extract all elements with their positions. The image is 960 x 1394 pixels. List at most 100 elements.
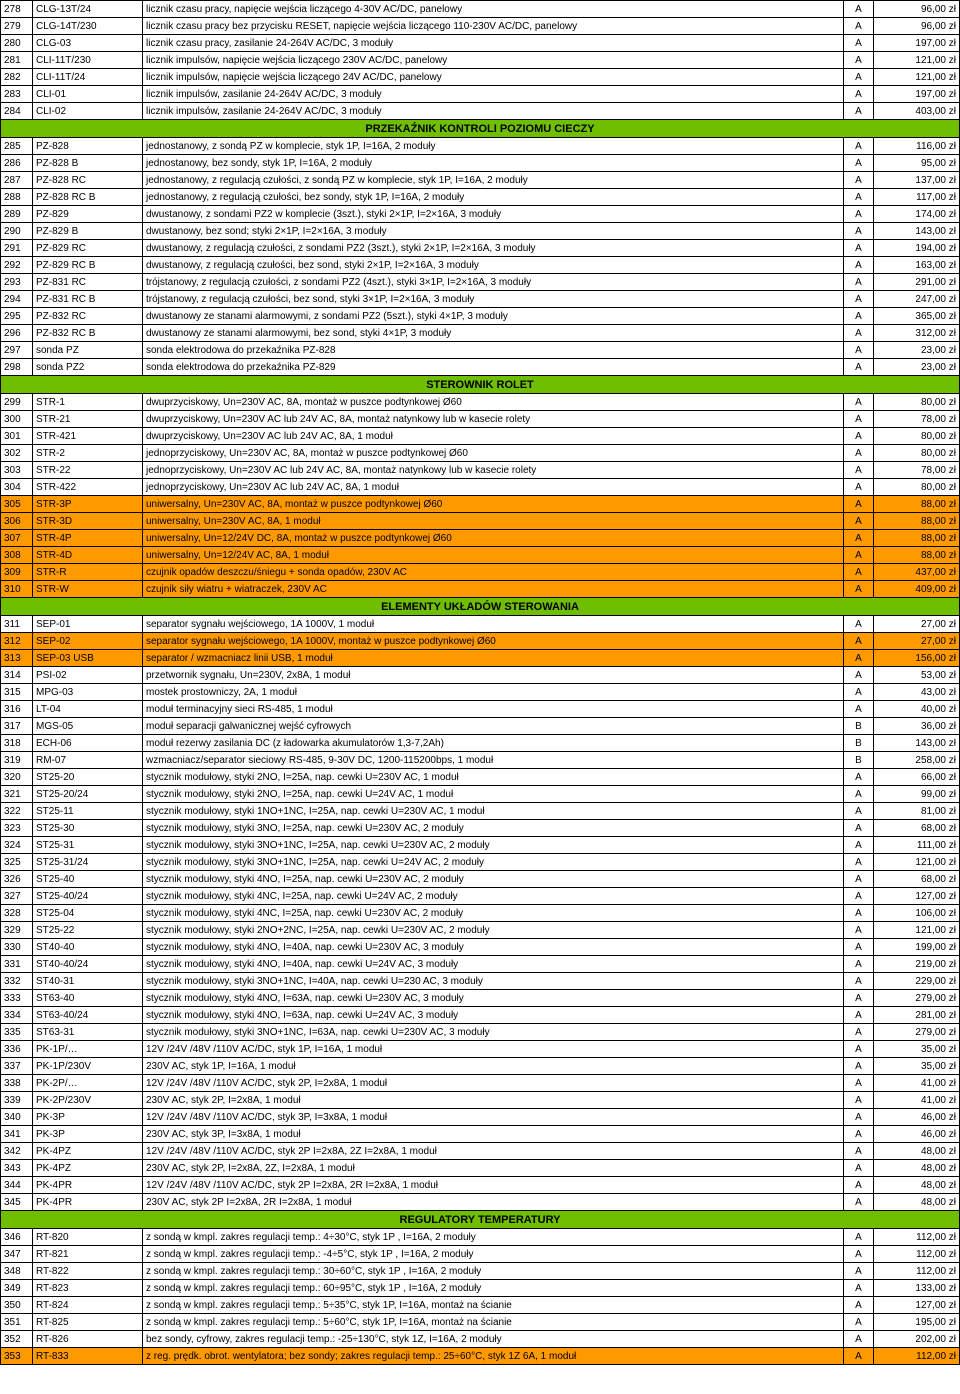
category: A — [844, 530, 874, 547]
product-description: separator sygnału wejściowego, 1A 1000V,… — [143, 633, 844, 650]
row-number: 333 — [1, 990, 33, 1007]
section-header: STEROWNIK ROLET — [1, 376, 960, 394]
table-row: 323ST25-30stycznik modułowy, styki 3NO, … — [1, 820, 960, 837]
table-row: 297sonda PZsonda elektrodowa do przekaźn… — [1, 342, 960, 359]
product-description: uniwersalny, Un=230V AC, 8A, 1 moduł — [143, 513, 844, 530]
price: 121,00 zł — [874, 52, 960, 69]
table-row: 328ST25-04stycznik modułowy, styki 4NC, … — [1, 905, 960, 922]
product-code: sonda PZ — [33, 342, 143, 359]
section-title: STEROWNIK ROLET — [1, 376, 960, 394]
product-code: STR-3P — [33, 496, 143, 513]
row-number: 326 — [1, 871, 33, 888]
row-number: 330 — [1, 939, 33, 956]
price: 137,00 zł — [874, 172, 960, 189]
category: A — [844, 189, 874, 206]
price: 95,00 zł — [874, 155, 960, 172]
price: 68,00 zł — [874, 820, 960, 837]
category: A — [844, 86, 874, 103]
product-description: z sondą w kmpl. zakres regulacji temp.: … — [143, 1246, 844, 1263]
category: B — [844, 752, 874, 769]
product-description: 230V AC, styk 1P, I=16A, 1 moduł — [143, 1058, 844, 1075]
product-description: jednostanowy, bez sondy, styk 1P, I=16A,… — [143, 155, 844, 172]
row-number: 338 — [1, 1075, 33, 1092]
product-code: ST25-20 — [33, 769, 143, 786]
table-row: 289PZ-829dwustanowy, z sondami PZ2 w kom… — [1, 206, 960, 223]
table-row: 334ST63-40/24stycznik modułowy, styki 4N… — [1, 1007, 960, 1024]
product-code: RT-826 — [33, 1331, 143, 1348]
row-number: 300 — [1, 411, 33, 428]
row-number: 319 — [1, 752, 33, 769]
product-description: czujnik siły wiatru + wiatraczek, 230V A… — [143, 581, 844, 598]
row-number: 306 — [1, 513, 33, 530]
category: A — [844, 888, 874, 905]
product-code: PSI-02 — [33, 667, 143, 684]
product-code: PZ-828 — [33, 138, 143, 155]
price: 127,00 zł — [874, 888, 960, 905]
product-code: ST63-40/24 — [33, 1007, 143, 1024]
price: 40,00 zł — [874, 701, 960, 718]
row-number: 298 — [1, 359, 33, 376]
product-code: STR-4P — [33, 530, 143, 547]
product-description: moduł terminacyjny sieci RS-485, 1 moduł — [143, 701, 844, 718]
category: A — [844, 820, 874, 837]
row-number: 317 — [1, 718, 33, 735]
product-code: ST40-40 — [33, 939, 143, 956]
product-description: trójstanowy, z regulacją czułości, z son… — [143, 274, 844, 291]
product-description: stycznik modułowy, styki 4NC, I=25A, nap… — [143, 888, 844, 905]
price: 35,00 zł — [874, 1058, 960, 1075]
row-number: 284 — [1, 103, 33, 120]
product-description: stycznik modułowy, styki 2NO+2NC, I=25A,… — [143, 922, 844, 939]
row-number: 346 — [1, 1229, 33, 1246]
row-number: 283 — [1, 86, 33, 103]
product-description: licznik impulsów, zasilanie 24-264V AC/D… — [143, 86, 844, 103]
price: 41,00 zł — [874, 1075, 960, 1092]
row-number: 299 — [1, 394, 33, 411]
category: A — [844, 496, 874, 513]
price: 199,00 zł — [874, 939, 960, 956]
table-row: 318ECH-06moduł rezerwy zasilania DC (z ł… — [1, 735, 960, 752]
category: A — [844, 973, 874, 990]
table-row: 296PZ-832 RC Bdwustanowy ze stanami alar… — [1, 325, 960, 342]
product-description: stycznik modułowy, styki 3NO+1NC, I=40A,… — [143, 973, 844, 990]
table-row: 279CLG-14T/230licznik czasu pracy bez pr… — [1, 18, 960, 35]
product-code: CLG-14T/230 — [33, 18, 143, 35]
row-number: 278 — [1, 1, 33, 18]
product-description: sonda elektrodowa do przekaźnika PZ-828 — [143, 342, 844, 359]
table-row: 307STR-4Puniwersalny, Un=12/24V DC, 8A, … — [1, 530, 960, 547]
row-number: 325 — [1, 854, 33, 871]
product-description: trójstanowy, z regulacją czułości, bez s… — [143, 291, 844, 308]
product-code: ST25-31/24 — [33, 854, 143, 871]
product-code: CLG-03 — [33, 35, 143, 52]
product-code: PZ-829 RC B — [33, 257, 143, 274]
row-number: 313 — [1, 650, 33, 667]
category: A — [844, 650, 874, 667]
row-number: 308 — [1, 547, 33, 564]
table-row: 302STR-2jednoprzyciskowy, Un=230V AC, 8A… — [1, 445, 960, 462]
product-description: uniwersalny, Un=12/24V DC, 8A, montaż w … — [143, 530, 844, 547]
category: A — [844, 223, 874, 240]
row-number: 318 — [1, 735, 33, 752]
product-description: licznik czasu pracy bez przycisku RESET,… — [143, 18, 844, 35]
product-description: 12V /24V /48V /110V AC/DC, styk 2P, I=2x… — [143, 1075, 844, 1092]
product-code: PK-3P — [33, 1126, 143, 1143]
product-code: STR-3D — [33, 513, 143, 530]
section-title: PRZEKAŹNIK KONTROLI POZIOMU CIECZY — [1, 120, 960, 138]
row-number: 297 — [1, 342, 33, 359]
category: A — [844, 1177, 874, 1194]
product-description: dwuprzyciskowy, Un=230V AC lub 24V AC, 8… — [143, 428, 844, 445]
table-row: 351RT-825z sondą w kmpl. zakres regulacj… — [1, 1314, 960, 1331]
category: A — [844, 1, 874, 18]
table-row: 300STR-21dwuprzyciskowy, Un=230V AC lub … — [1, 411, 960, 428]
price: 48,00 zł — [874, 1143, 960, 1160]
product-description: z reg. prędk. obrot. wentylatora; bez so… — [143, 1348, 844, 1365]
price: 312,00 zł — [874, 325, 960, 342]
product-code: SEP-01 — [33, 616, 143, 633]
price: 41,00 zł — [874, 1092, 960, 1109]
table-row: 286PZ-828 Bjednostanowy, bez sondy, styk… — [1, 155, 960, 172]
category: A — [844, 1092, 874, 1109]
category: A — [844, 1041, 874, 1058]
price: 163,00 zł — [874, 257, 960, 274]
category: A — [844, 411, 874, 428]
table-row: 295PZ-832 RCdwustanowy ze stanami alarmo… — [1, 308, 960, 325]
product-code: ST25-30 — [33, 820, 143, 837]
